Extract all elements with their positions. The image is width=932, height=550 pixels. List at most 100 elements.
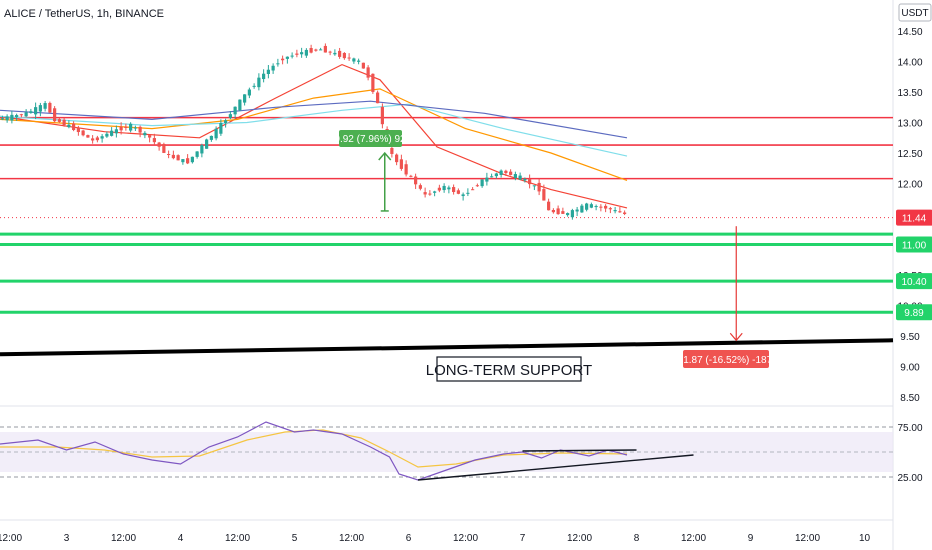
candle-body	[209, 135, 213, 140]
candle-body	[333, 52, 337, 55]
candle-body	[599, 206, 603, 208]
candle-body	[561, 211, 565, 214]
candle-body	[418, 185, 422, 189]
candle-body	[338, 50, 342, 57]
price-tick-label: 9.00	[900, 363, 920, 374]
candle-body	[532, 185, 536, 187]
candle-body	[295, 53, 299, 55]
candle-body	[347, 57, 351, 59]
candle-body	[442, 185, 446, 191]
candle-body	[281, 58, 285, 61]
candle-body	[399, 159, 403, 169]
candle-body	[214, 128, 218, 139]
candle-body	[190, 156, 194, 163]
candle-body	[456, 190, 460, 194]
candle-body	[608, 208, 612, 210]
price-tick-label: 12.50	[897, 149, 922, 160]
currency-box	[898, 3, 932, 22]
candle-body	[542, 189, 546, 201]
candle-body	[357, 60, 361, 62]
candle-body	[437, 187, 441, 191]
time-tick-label: 6	[406, 533, 412, 544]
candle-body	[91, 138, 95, 141]
candle-body	[143, 132, 147, 136]
measure-down-arrowhead	[729, 332, 743, 342]
candle-body	[219, 122, 223, 134]
candle-body	[537, 182, 541, 192]
candle-body	[119, 126, 123, 131]
candle-body	[613, 210, 617, 212]
candle-body	[575, 209, 579, 212]
candle-body	[485, 177, 489, 182]
long-term-support-line[interactable]	[0, 338, 894, 357]
candle-body	[604, 205, 608, 209]
time-tick-label: 12:00	[0, 533, 22, 544]
candle-body	[148, 135, 152, 138]
candle-body	[490, 176, 494, 178]
candle-body	[623, 212, 627, 214]
candle-body	[285, 56, 289, 59]
candle-body	[186, 158, 190, 164]
price-tick-label: 14.00	[897, 58, 922, 69]
candle-body	[162, 143, 166, 153]
candle-body	[556, 208, 560, 215]
candle-body	[53, 108, 57, 122]
candle-body	[323, 45, 327, 53]
candle-body	[551, 209, 555, 213]
candle-body	[371, 73, 375, 92]
candle-body	[319, 49, 323, 51]
candle-body	[57, 119, 61, 122]
moving-average-line	[0, 63, 628, 209]
long-term-support-box	[436, 356, 582, 382]
measure-up-arrowhead	[378, 151, 392, 161]
rsi-trendline[interactable]	[417, 454, 694, 481]
candle-body	[266, 69, 270, 75]
candle-body	[618, 211, 622, 213]
candle-body	[228, 114, 232, 118]
candle-body	[423, 192, 427, 195]
candle-body	[157, 142, 161, 147]
candle-body	[523, 178, 527, 181]
candle-body	[380, 106, 384, 125]
candle-body	[328, 51, 332, 53]
candle-body	[309, 47, 313, 53]
candle-body	[200, 145, 204, 154]
candle-body	[475, 185, 479, 187]
support-price-label: 9.89	[904, 308, 924, 319]
candle-body	[129, 123, 133, 131]
candle-body	[461, 194, 465, 197]
candle-body	[76, 127, 80, 133]
candle-body	[466, 192, 470, 194]
candle-body	[409, 175, 413, 177]
candle-body	[0, 118, 4, 120]
candle-body	[152, 138, 156, 143]
currency-label: USDT	[901, 8, 928, 19]
candle-body	[105, 133, 109, 137]
candle-body	[366, 67, 370, 78]
candle-body	[205, 139, 209, 149]
candle-body	[181, 159, 185, 163]
candle-body	[238, 99, 242, 111]
candle-body	[133, 127, 137, 129]
rsi-trendline[interactable]	[522, 449, 637, 452]
current-price-badge	[896, 209, 932, 226]
candle-body	[110, 130, 114, 136]
candle-body	[480, 179, 484, 187]
candle-body	[38, 105, 42, 112]
candle-body	[271, 65, 275, 71]
support-price-label: 11.00	[902, 241, 927, 252]
time-tick-label: 5	[292, 533, 298, 544]
time-tick-label: 3	[64, 533, 70, 544]
support-price-badge	[896, 273, 932, 290]
candle-body	[257, 77, 261, 88]
candle-body	[376, 92, 380, 104]
candle-body	[19, 114, 23, 116]
candle-body	[594, 206, 598, 208]
rsi-line	[0, 421, 628, 481]
candle-body	[124, 126, 128, 128]
candle-body	[100, 136, 104, 139]
candle-body	[342, 52, 346, 59]
candle-body	[195, 151, 199, 157]
candle-body	[414, 176, 418, 185]
